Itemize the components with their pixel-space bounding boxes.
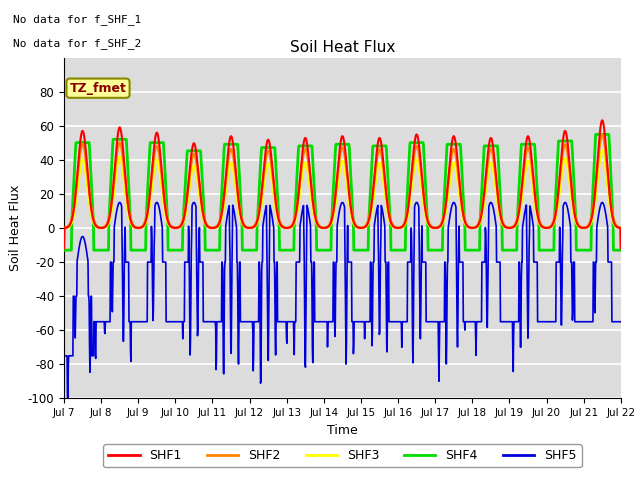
SHF5 [63,396,71,401]
SHF4 [429,247,436,253]
Y-axis label: Soil Heat Flux: Soil Heat Flux [9,185,22,271]
SHF3 [246,225,254,231]
SHF2 [170,225,178,230]
SHF4 [551,213,559,218]
SHF5 [502,319,509,324]
SHF1 [246,225,254,231]
SHF1 [617,246,625,252]
Line: SHF2: SHF2 [64,134,621,247]
Title: Soil Heat Flux: Soil Heat Flux [290,40,395,55]
SHF2 [551,214,559,220]
SHF4 [170,247,178,253]
SHF4 [184,148,191,154]
SHF3 [598,148,606,154]
Line: SHF1: SHF1 [64,120,621,249]
Text: TZ_fmet: TZ_fmet [70,82,127,95]
SHF3 [429,225,436,230]
SHF1 [429,225,436,230]
SHF4 [592,132,600,137]
SHF5 [551,319,559,324]
SHF2 [502,224,509,229]
SHF4 [246,247,254,253]
SHF3 [502,225,509,230]
SHF2 [184,188,191,193]
SHF4 [617,247,625,253]
SHF1 [170,225,178,231]
SHF4 [60,247,68,253]
SHF2 [246,225,254,231]
SHF1 [502,224,509,230]
SHF5 [184,259,192,265]
SHF3 [551,218,559,224]
SHF2 [598,132,606,137]
SHF5 [429,319,437,324]
SHF2 [60,244,68,250]
Text: No data for f_SHF_1: No data for f_SHF_1 [13,14,141,25]
SHF5 [617,319,625,324]
SHF5 [60,353,68,359]
SHF3 [617,244,625,250]
SHF4 [502,247,509,253]
SHF3 [184,197,191,203]
SHF2 [429,225,436,230]
Line: SHF5: SHF5 [64,203,621,398]
SHF3 [170,225,178,231]
SHF1 [60,246,68,252]
SHF1 [598,118,606,123]
Legend: SHF1, SHF2, SHF3, SHF4, SHF5: SHF1, SHF2, SHF3, SHF4, SHF5 [103,444,582,467]
SHF3 [60,244,68,250]
Text: No data for f_SHF_2: No data for f_SHF_2 [13,38,141,49]
X-axis label: Time: Time [327,424,358,437]
SHF1 [184,187,191,193]
Line: SHF3: SHF3 [64,151,621,247]
SHF2 [617,244,625,250]
SHF5 [246,319,254,324]
Line: SHF4: SHF4 [64,134,621,250]
SHF5 [171,319,179,324]
SHF1 [551,216,559,222]
SHF5 [598,200,606,205]
